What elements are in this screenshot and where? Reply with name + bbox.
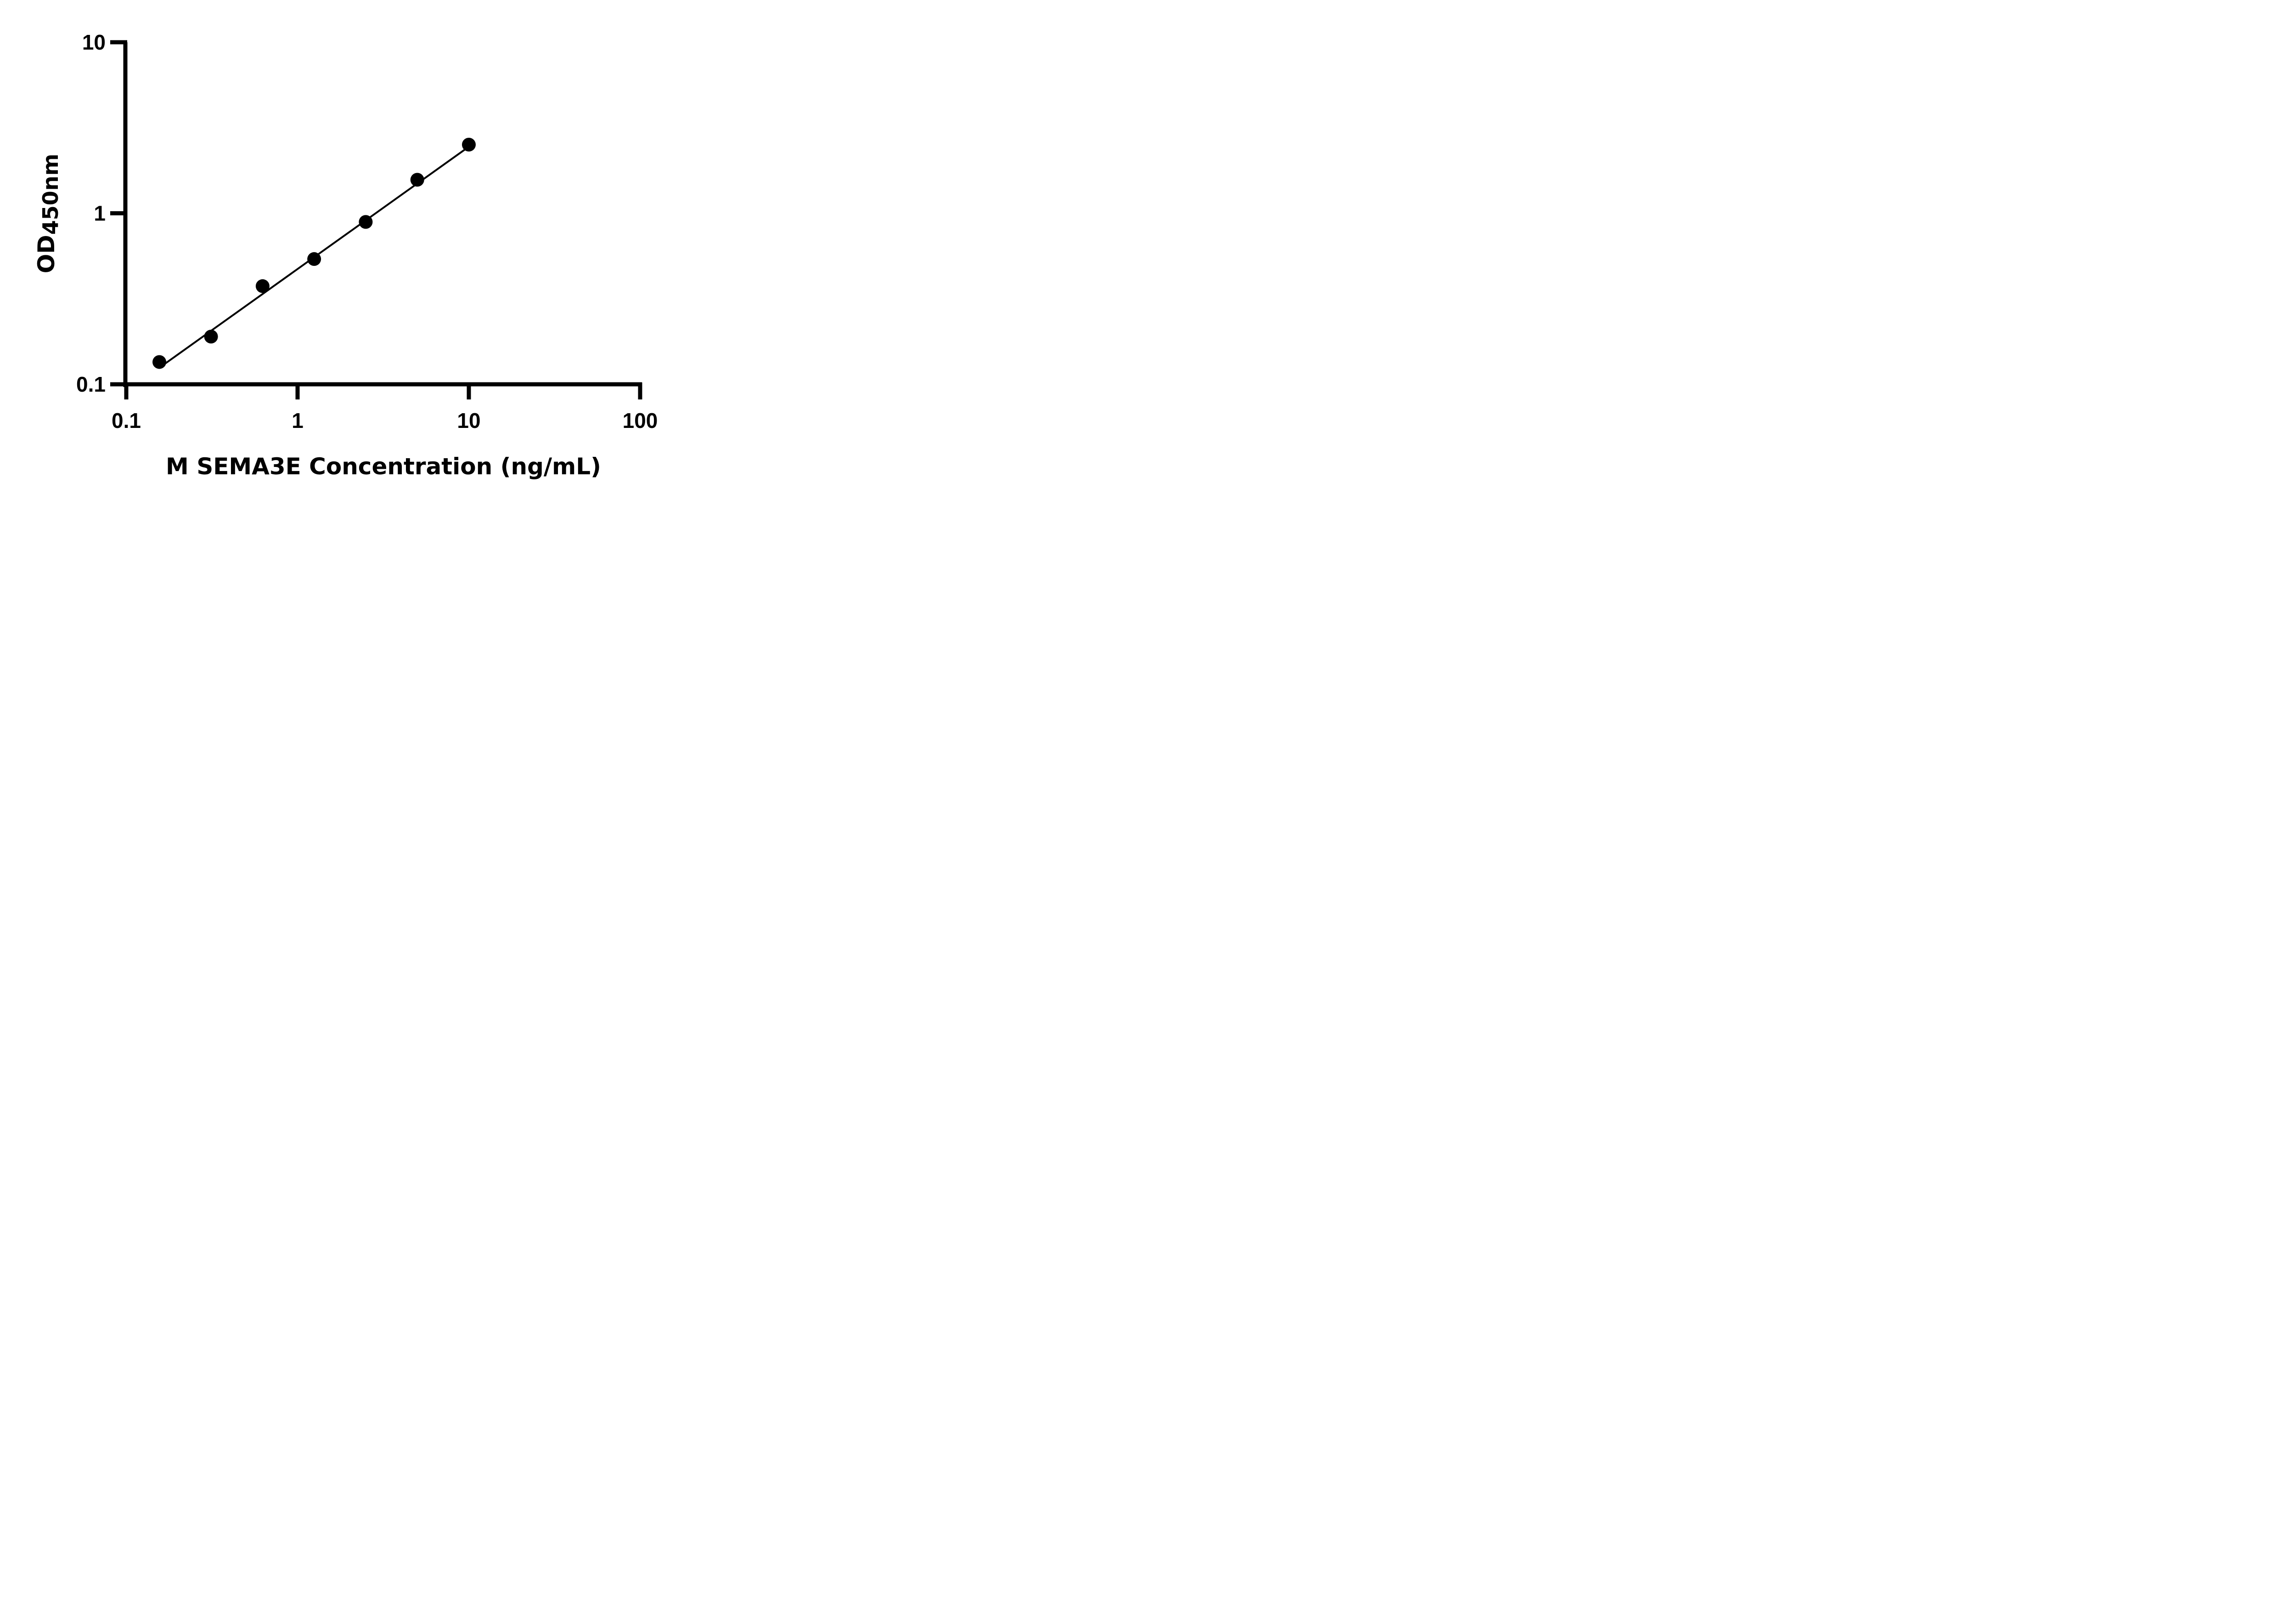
y-tick-label: 1 [94, 202, 106, 225]
data-point [410, 173, 424, 187]
x-tick-label: 10 [457, 409, 480, 433]
data-point [359, 215, 373, 229]
data-point [204, 330, 218, 344]
x-tick-label: 100 [623, 409, 658, 433]
axes [110, 40, 642, 399]
data-point [255, 279, 270, 293]
y-axis-title: OD450nm [33, 154, 63, 274]
data-point [462, 137, 476, 152]
x-axis-title: M SEMA3E Concentration (ng/mL) [166, 453, 601, 480]
y-axis-title-main: OD [33, 235, 60, 273]
x-tick-label: 1 [292, 409, 304, 433]
tick-labels: 0.1 1 10 0.1 1 10 100 [76, 30, 658, 433]
y-axis-title-subscript: 450nm [38, 154, 63, 235]
y-tick-label: 10 [82, 30, 106, 54]
data-point [307, 252, 321, 266]
x-tick-label: 0.1 [112, 409, 141, 433]
data-point [152, 355, 167, 369]
data-points [152, 137, 476, 369]
y-tick-label: 0.1 [76, 372, 106, 396]
standard-curve-chart: 0.1 1 10 0.1 1 10 100 M SEMA3E Concentration (… [33, 30, 658, 480]
